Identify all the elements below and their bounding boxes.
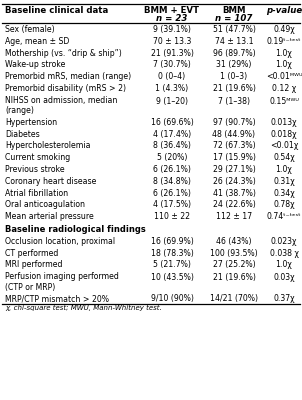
Text: NIHSS on admission, median: NIHSS on admission, median — [5, 96, 117, 105]
Text: BMM + EVT: BMM + EVT — [144, 6, 200, 15]
Text: 0.54χ: 0.54χ — [273, 153, 295, 162]
Text: Perfusion imaging performed: Perfusion imaging performed — [5, 272, 119, 281]
Text: 1 (4.3%): 1 (4.3%) — [156, 84, 188, 93]
Text: 0 (0–4): 0 (0–4) — [159, 72, 185, 81]
Text: 100 (93.5%): 100 (93.5%) — [210, 249, 258, 258]
Text: 46 (43%): 46 (43%) — [216, 237, 252, 246]
Text: 9 (39.1%): 9 (39.1%) — [153, 25, 191, 34]
Text: 0.19ᵗ⁻ᵗᵉˢᵗ: 0.19ᵗ⁻ᵗᵉˢᵗ — [267, 37, 301, 46]
Text: 29 (27.1%): 29 (27.1%) — [213, 165, 255, 174]
Text: 74 ± 13.1: 74 ± 13.1 — [215, 37, 253, 46]
Text: 21 (91.3%): 21 (91.3%) — [151, 49, 194, 58]
Text: 18 (78.3%): 18 (78.3%) — [151, 249, 193, 258]
Text: Coronary heart disease: Coronary heart disease — [5, 177, 96, 186]
Text: 8 (36.4%): 8 (36.4%) — [153, 142, 191, 150]
Text: 7 (1–38): 7 (1–38) — [218, 96, 250, 106]
Text: 21 (19.6%): 21 (19.6%) — [213, 84, 255, 93]
Text: 5 (20%): 5 (20%) — [157, 153, 187, 162]
Text: 4 (17.4%): 4 (17.4%) — [153, 130, 191, 139]
Text: 9/10 (90%): 9/10 (90%) — [151, 294, 194, 303]
Text: 10 (43.5%): 10 (43.5%) — [151, 273, 194, 282]
Text: Baseline clinical data: Baseline clinical data — [5, 6, 108, 15]
Text: (CTP or MRP): (CTP or MRP) — [5, 283, 55, 292]
Text: Atrial fibrillation: Atrial fibrillation — [5, 189, 68, 198]
Text: Premorbid disability (mRS > 2): Premorbid disability (mRS > 2) — [5, 84, 126, 93]
Text: 0.018χ: 0.018χ — [271, 130, 297, 139]
Text: 72 (67.3%): 72 (67.3%) — [213, 142, 255, 150]
Text: 0.74ᵗ⁻ᵗᵉˢᵗ: 0.74ᵗ⁻ᵗᵉˢᵗ — [267, 212, 301, 221]
Text: Previous stroke: Previous stroke — [5, 165, 65, 174]
Text: 0.03χ: 0.03χ — [273, 273, 295, 282]
Text: (range): (range) — [5, 106, 34, 115]
Text: 8 (34.8%): 8 (34.8%) — [153, 177, 191, 186]
Text: n = 107: n = 107 — [215, 14, 253, 23]
Text: 51 (47.7%): 51 (47.7%) — [213, 25, 255, 34]
Text: 0.37χ: 0.37χ — [273, 294, 295, 303]
Text: 6 (26.1%): 6 (26.1%) — [153, 165, 191, 174]
Text: 9 (1–20): 9 (1–20) — [156, 96, 188, 106]
Text: <0.01ᴹᵂᵁ: <0.01ᴹᵂᵁ — [266, 72, 302, 81]
Text: 16 (69.9%): 16 (69.9%) — [151, 237, 193, 246]
Text: Diabetes: Diabetes — [5, 130, 40, 139]
Text: Baseline radiological findings: Baseline radiological findings — [5, 225, 146, 234]
Text: 4 (17.5%): 4 (17.5%) — [153, 200, 191, 210]
Text: 14/21 (70%): 14/21 (70%) — [210, 294, 258, 303]
Text: 112 ± 17: 112 ± 17 — [216, 212, 252, 221]
Text: 0.34χ: 0.34χ — [273, 189, 295, 198]
Text: <0.01χ: <0.01χ — [270, 142, 298, 150]
Text: 0.013χ: 0.013χ — [271, 118, 297, 127]
Text: 0.12 χ: 0.12 χ — [272, 84, 296, 93]
Text: MRP/CTP mismatch > 20%: MRP/CTP mismatch > 20% — [5, 294, 109, 303]
Text: 97 (90.7%): 97 (90.7%) — [213, 118, 255, 127]
Text: 1.0χ: 1.0χ — [275, 49, 292, 58]
Text: 41 (38.7%): 41 (38.7%) — [213, 189, 255, 198]
Text: Age, mean ± SD: Age, mean ± SD — [5, 37, 69, 46]
Text: 0.15ᴹᵂᵁ: 0.15ᴹᵂᵁ — [269, 96, 299, 106]
Text: Oral anticoagulation: Oral anticoagulation — [5, 200, 85, 210]
Text: 26 (24.3%): 26 (24.3%) — [213, 177, 255, 186]
Text: Hypercholesterolemia: Hypercholesterolemia — [5, 142, 91, 150]
Text: 0.49χ: 0.49χ — [273, 25, 295, 34]
Text: 16 (69.6%): 16 (69.6%) — [151, 118, 193, 127]
Text: Mothership (vs. “drip & ship”): Mothership (vs. “drip & ship”) — [5, 49, 122, 58]
Text: 21 (19.6%): 21 (19.6%) — [213, 273, 255, 282]
Text: Occlusion location, proximal: Occlusion location, proximal — [5, 237, 115, 246]
Text: n = 23: n = 23 — [156, 14, 188, 23]
Text: Mean arterial pressure: Mean arterial pressure — [5, 212, 94, 221]
Text: 0.31χ: 0.31χ — [273, 177, 295, 186]
Text: 7 (30.7%): 7 (30.7%) — [153, 60, 191, 70]
Text: CT performed: CT performed — [5, 249, 58, 258]
Text: 0.038 χ: 0.038 χ — [269, 249, 298, 258]
Text: p-value: p-value — [266, 6, 302, 15]
Text: 1 (0–3): 1 (0–3) — [220, 72, 248, 81]
Text: 5 (21.7%): 5 (21.7%) — [153, 260, 191, 270]
Text: BMM: BMM — [222, 6, 246, 15]
Text: Wake-up stroke: Wake-up stroke — [5, 60, 65, 70]
Text: 1.0χ: 1.0χ — [275, 165, 292, 174]
Text: 1.0χ: 1.0χ — [275, 260, 292, 270]
Text: Premorbid mRS, median (range): Premorbid mRS, median (range) — [5, 72, 131, 81]
Text: 0.023χ: 0.023χ — [271, 237, 297, 246]
Text: 0.78χ: 0.78χ — [273, 200, 295, 210]
Text: 1.0χ: 1.0χ — [275, 60, 292, 70]
Text: 6 (26.1%): 6 (26.1%) — [153, 189, 191, 198]
Text: 48 (44.9%): 48 (44.9%) — [213, 130, 255, 139]
Text: 27 (25.2%): 27 (25.2%) — [213, 260, 255, 270]
Text: Sex (female): Sex (female) — [5, 25, 55, 34]
Text: 110 ± 22: 110 ± 22 — [154, 212, 190, 221]
Text: Hypertension: Hypertension — [5, 118, 57, 127]
Text: 31 (29%): 31 (29%) — [216, 60, 252, 70]
Text: 70 ± 13.3: 70 ± 13.3 — [153, 37, 191, 46]
Text: χ, chi-square test; MWU, Mann-Whitney test.: χ, chi-square test; MWU, Mann-Whitney te… — [5, 305, 162, 311]
Text: 17 (15.9%): 17 (15.9%) — [213, 153, 255, 162]
Text: MRI performed: MRI performed — [5, 260, 63, 270]
Text: Current smoking: Current smoking — [5, 153, 70, 162]
Text: 96 (89.7%): 96 (89.7%) — [213, 49, 255, 58]
Text: 24 (22.6%): 24 (22.6%) — [213, 200, 255, 210]
